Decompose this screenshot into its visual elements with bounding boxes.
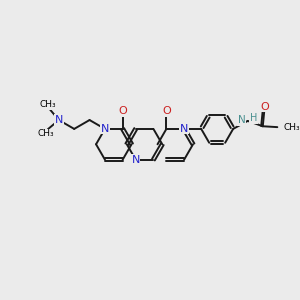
Text: O: O <box>118 106 127 116</box>
Text: CH₃: CH₃ <box>38 129 55 138</box>
Text: H: H <box>250 113 257 123</box>
Text: N: N <box>180 124 188 134</box>
Text: N: N <box>238 115 246 125</box>
Text: CH₃: CH₃ <box>40 100 56 109</box>
Text: CH₃: CH₃ <box>284 123 300 132</box>
Text: N: N <box>131 154 140 165</box>
Text: O: O <box>162 106 171 116</box>
Text: N: N <box>55 115 63 125</box>
Text: O: O <box>260 102 269 112</box>
Text: N: N <box>101 124 109 134</box>
